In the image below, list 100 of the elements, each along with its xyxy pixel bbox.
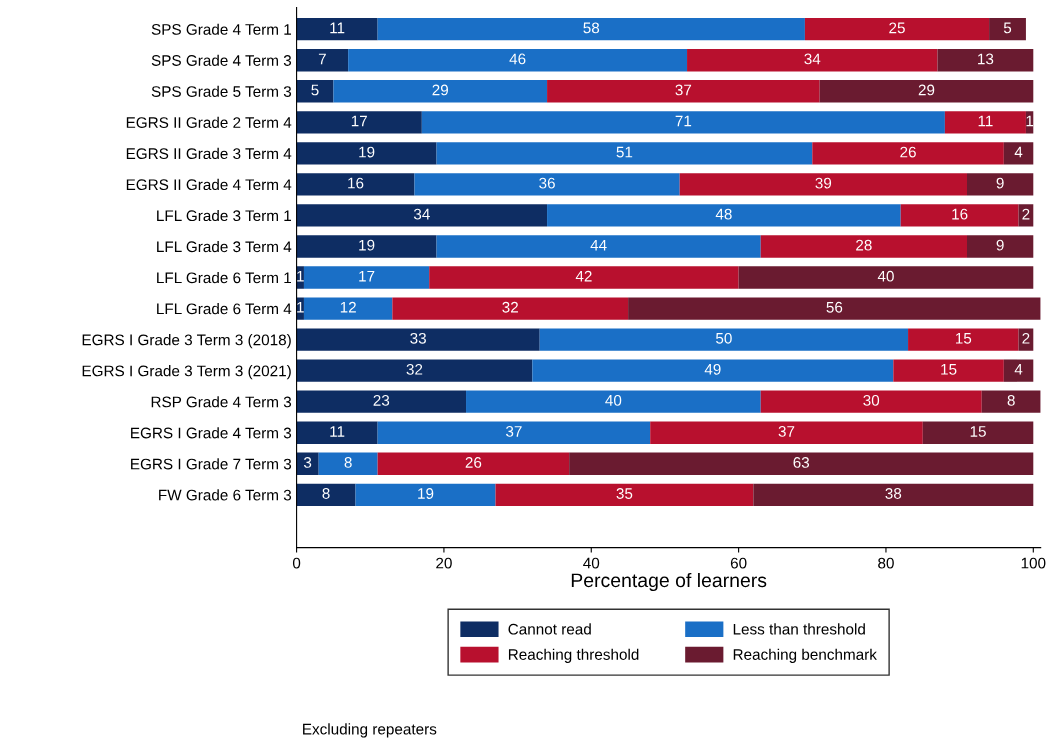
bar bbox=[296, 235, 437, 258]
data-label: 28 bbox=[856, 239, 872, 251]
data-label: 7 bbox=[318, 53, 326, 65]
data-label: 5 bbox=[311, 84, 319, 96]
bar bbox=[296, 483, 356, 506]
bar bbox=[377, 18, 805, 41]
bar bbox=[303, 266, 430, 289]
data-label: 13 bbox=[978, 53, 994, 65]
bar bbox=[296, 359, 533, 382]
bar bbox=[421, 111, 945, 134]
data-label: 32 bbox=[406, 363, 423, 375]
legend-label: Cannot read bbox=[508, 623, 591, 635]
bar bbox=[966, 235, 1034, 258]
data-label: 9 bbox=[996, 239, 1004, 251]
bar bbox=[922, 421, 1034, 444]
bar bbox=[900, 204, 1019, 227]
bar bbox=[738, 266, 1034, 289]
bar bbox=[760, 390, 982, 413]
data-label: 9 bbox=[996, 177, 1004, 189]
y-tick-label: LFL Grade 3 Term 1 bbox=[157, 209, 291, 222]
data-label: 4 bbox=[1014, 364, 1023, 375]
bar bbox=[687, 49, 938, 72]
x-tick-label: 60 bbox=[730, 557, 747, 569]
data-label: 34 bbox=[413, 208, 430, 220]
bar bbox=[436, 235, 761, 258]
data-label: 40 bbox=[877, 270, 894, 282]
bar bbox=[296, 173, 415, 196]
bar bbox=[429, 266, 739, 289]
bar bbox=[303, 297, 393, 320]
bar bbox=[812, 142, 1004, 165]
y-tick-label: FW Grade 6 Term 3 bbox=[159, 489, 292, 501]
bar bbox=[392, 297, 629, 320]
data-label: 38 bbox=[885, 488, 902, 499]
bar bbox=[1003, 359, 1034, 382]
y-tick-label: EGRS I Grade 4 Term 3 bbox=[131, 427, 292, 439]
bar bbox=[819, 80, 1034, 103]
y-tick-label: EGRS I Grade 3 Term 3 (2021) bbox=[82, 365, 291, 380]
data-label: 8 bbox=[344, 457, 352, 468]
y-tick-label: EGRS II Grade 4 Term 4 bbox=[126, 178, 292, 191]
y-tick-label: SPS Grade 4 Term 1 bbox=[151, 23, 291, 35]
y-tick-label: SPS Grade 5 Term 3 bbox=[151, 85, 292, 97]
bar bbox=[333, 80, 548, 103]
bar bbox=[377, 452, 570, 475]
data-label: 19 bbox=[359, 146, 375, 158]
data-label: 58 bbox=[583, 22, 600, 34]
y-tick-label: EGRS II Grade 3 Term 4 bbox=[126, 147, 292, 160]
data-label: 8 bbox=[322, 488, 330, 499]
data-label: 1 bbox=[297, 301, 304, 313]
data-label: 56 bbox=[826, 301, 843, 313]
data-label: 1 bbox=[1026, 115, 1034, 127]
data-label: 39 bbox=[815, 177, 832, 189]
data-label: 16 bbox=[952, 208, 968, 220]
y-tick-label: LFL Grade 6 Term 1 bbox=[157, 271, 291, 284]
bar bbox=[296, 390, 467, 413]
bar bbox=[296, 452, 319, 475]
legend-label: Less than threshold bbox=[733, 623, 865, 635]
data-label: 2 bbox=[1022, 208, 1030, 220]
bar bbox=[296, 421, 378, 444]
data-label: 23 bbox=[373, 394, 390, 406]
bar bbox=[296, 111, 422, 134]
data-label: 44 bbox=[590, 239, 607, 251]
bar bbox=[944, 111, 1026, 134]
data-label: 50 bbox=[715, 332, 732, 344]
data-label: 2 bbox=[1022, 332, 1030, 344]
bar bbox=[348, 49, 688, 72]
x-tick-label: 80 bbox=[878, 557, 894, 569]
x-tick-label: 20 bbox=[436, 557, 452, 569]
bar bbox=[937, 49, 1034, 72]
bar bbox=[296, 142, 437, 165]
legend-label: Reaching threshold bbox=[508, 648, 639, 663]
data-label: 37 bbox=[778, 426, 795, 437]
bar bbox=[981, 390, 1041, 413]
data-label: 34 bbox=[804, 53, 821, 65]
data-label: 37 bbox=[675, 84, 692, 96]
legend-label: Reaching benchmark bbox=[733, 648, 877, 663]
data-label: 19 bbox=[418, 488, 434, 499]
data-label: 25 bbox=[889, 22, 905, 34]
data-label: 15 bbox=[970, 426, 986, 437]
bar bbox=[296, 204, 548, 227]
data-label: 49 bbox=[704, 363, 721, 375]
text: Excluding repeaters bbox=[303, 723, 437, 738]
data-label: 46 bbox=[509, 53, 526, 65]
data-label: 32 bbox=[502, 301, 518, 313]
x-tick-label: 100 bbox=[1021, 557, 1046, 569]
bar bbox=[414, 173, 680, 196]
bar bbox=[318, 452, 378, 475]
bar bbox=[547, 204, 901, 227]
bar bbox=[628, 297, 1041, 320]
data-label: 16 bbox=[348, 177, 364, 189]
bar bbox=[966, 173, 1034, 196]
data-label: 11 bbox=[330, 426, 345, 437]
data-label: 30 bbox=[863, 394, 880, 406]
data-label: 11 bbox=[978, 115, 993, 127]
bar bbox=[753, 483, 1034, 506]
data-label: 40 bbox=[605, 394, 622, 406]
bar bbox=[296, 18, 378, 41]
y-tick-label: EGRS I Grade 3 Term 3 (2018) bbox=[82, 334, 291, 349]
data-label: 15 bbox=[941, 364, 957, 375]
bar bbox=[355, 483, 496, 506]
bar bbox=[436, 142, 813, 165]
